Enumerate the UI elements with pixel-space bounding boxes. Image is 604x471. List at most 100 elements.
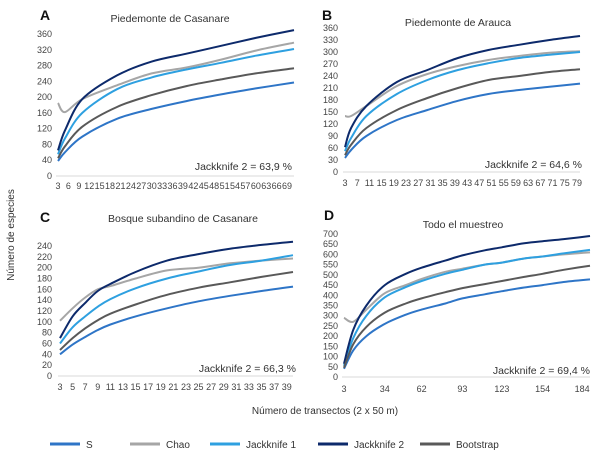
completeness-annotation: Jackknife 2 = 64,6 % [485, 159, 582, 171]
y-tick-label: 40 [42, 349, 52, 359]
y-tick-label: 300 [323, 47, 338, 57]
series-line-chao [59, 257, 294, 322]
x-tick-label: 3 [342, 178, 347, 188]
series-line-jackknife-2 [59, 240, 294, 339]
x-tick-label: 11 [365, 178, 374, 188]
x-tick-label: 12 [84, 181, 94, 191]
panel-letter: B [322, 7, 332, 23]
x-tick-label: 34 [380, 384, 390, 394]
legend-item: Jackknife 1 [210, 440, 296, 451]
y-tick-label: 0 [47, 171, 52, 181]
y-tick-label: 80 [42, 139, 52, 149]
panel-letter: A [40, 7, 50, 23]
x-tick-label: 24 [126, 181, 136, 191]
series-line-s [57, 81, 295, 162]
panel-letter: C [40, 209, 50, 225]
y-tick-label: 240 [323, 71, 338, 81]
legend-item: Jackknife 2 [318, 440, 404, 451]
x-tick-label: 21 [168, 382, 178, 392]
x-tick-label: 33 [244, 382, 254, 392]
y-tick-label: 240 [37, 241, 52, 251]
y-tick-label: 90 [328, 131, 338, 141]
series-line-jackknife-2 [344, 35, 581, 148]
y-tick-label: 60 [42, 339, 52, 349]
y-tick-label: 100 [323, 352, 338, 362]
series-line-jackknife-2 [343, 235, 591, 364]
x-tick-label: 5 [70, 382, 75, 392]
x-tick-label: 25 [194, 382, 204, 392]
y-tick-label: 60 [328, 143, 338, 153]
legend-item: S [50, 440, 93, 451]
x-tick-label: 37 [269, 382, 279, 392]
legend-label: Chao [166, 440, 190, 451]
y-tick-label: 40 [42, 155, 52, 165]
series-line-bootstrap [344, 68, 581, 156]
x-tick-label: 51 [486, 178, 496, 188]
x-tick-label: 43 [462, 178, 472, 188]
x-tick-label: 11 [106, 382, 115, 392]
panel-title: Bosque subandino de Casanare [108, 213, 258, 225]
y-tick-label: 120 [37, 124, 52, 134]
x-tick-label: 18 [105, 181, 115, 191]
x-tick-label: 54 [230, 181, 240, 191]
legend-label: Jackknife 2 [354, 440, 404, 451]
legend-label: Bootstrap [456, 440, 499, 451]
x-tick-label: 15 [95, 181, 105, 191]
series-line-s [343, 278, 591, 370]
y-tick-label: 320 [37, 45, 52, 55]
y-tick-label: 80 [42, 328, 52, 338]
legend-label: Jackknife 1 [246, 440, 296, 451]
x-tick-label: 154 [535, 384, 550, 394]
y-tick-label: 50 [328, 362, 338, 372]
x-tick-label: 184 [575, 384, 590, 394]
x-tick-label: 39 [178, 181, 188, 191]
y-tick-label: 120 [37, 306, 52, 316]
y-tick-label: 250 [323, 321, 338, 331]
panel-b: B Piedemonte de Arauca 0 30 60 90 120 150 180 210… [322, 7, 582, 188]
y-tick-label: 160 [37, 284, 52, 294]
x-tick-label: 79 [572, 178, 582, 188]
series-line-bootstrap [57, 67, 295, 159]
x-tick-label: 55 [499, 178, 509, 188]
y-tick-label: 150 [323, 341, 338, 351]
x-tick-label: 59 [511, 178, 521, 188]
x-tick-label: 13 [118, 382, 128, 392]
y-tick-label: 20 [42, 360, 52, 370]
x-tick-label: 63 [261, 181, 271, 191]
y-tick-label: 280 [37, 61, 52, 71]
y-tick-label: 200 [37, 263, 52, 273]
x-tick-label: 31 [425, 178, 435, 188]
x-tick-label: 48 [209, 181, 219, 191]
legend: S Chao Jackknife 1 Jackknife 2 Bootstrap [50, 440, 499, 451]
y-tick-label: 200 [323, 331, 338, 341]
x-tick-label: 7 [355, 178, 360, 188]
x-tick-label: 39 [282, 382, 292, 392]
legend-item: Bootstrap [420, 440, 499, 451]
x-tick-label: 31 [231, 382, 241, 392]
y-tick-label: 330 [323, 35, 338, 45]
x-tick-label: 3 [57, 382, 62, 392]
x-tick-label: 33 [157, 181, 167, 191]
series-line-chao [57, 41, 295, 114]
x-tick-label: 19 [389, 178, 399, 188]
y-tick-label: 180 [37, 274, 52, 284]
y-tick-label: 270 [323, 59, 338, 69]
x-tick-label: 93 [457, 384, 467, 394]
x-tick-label: 9 [95, 382, 100, 392]
x-tick-label: 51 [220, 181, 230, 191]
series-line-jackknife-1 [57, 48, 295, 155]
completeness-annotation: Jackknife 2 = 63,9 % [195, 161, 292, 173]
y-tick-label: 200 [37, 92, 52, 102]
y-tick-label: 0 [333, 372, 338, 382]
x-tick-label: 39 [450, 178, 460, 188]
x-axis-label: Número de transectos (2 x 50 m) [252, 406, 398, 417]
x-tick-label: 9 [76, 181, 81, 191]
x-tick-label: 6 [66, 181, 71, 191]
y-tick-label: 220 [37, 252, 52, 262]
x-tick-label: 60 [251, 181, 261, 191]
x-tick-label: 67 [535, 178, 545, 188]
y-tick-label: 360 [37, 29, 52, 39]
x-tick-label: 47 [474, 178, 484, 188]
x-tick-label: 27 [206, 382, 216, 392]
completeness-annotation: Jackknife 2 = 66,3 % [199, 363, 296, 375]
